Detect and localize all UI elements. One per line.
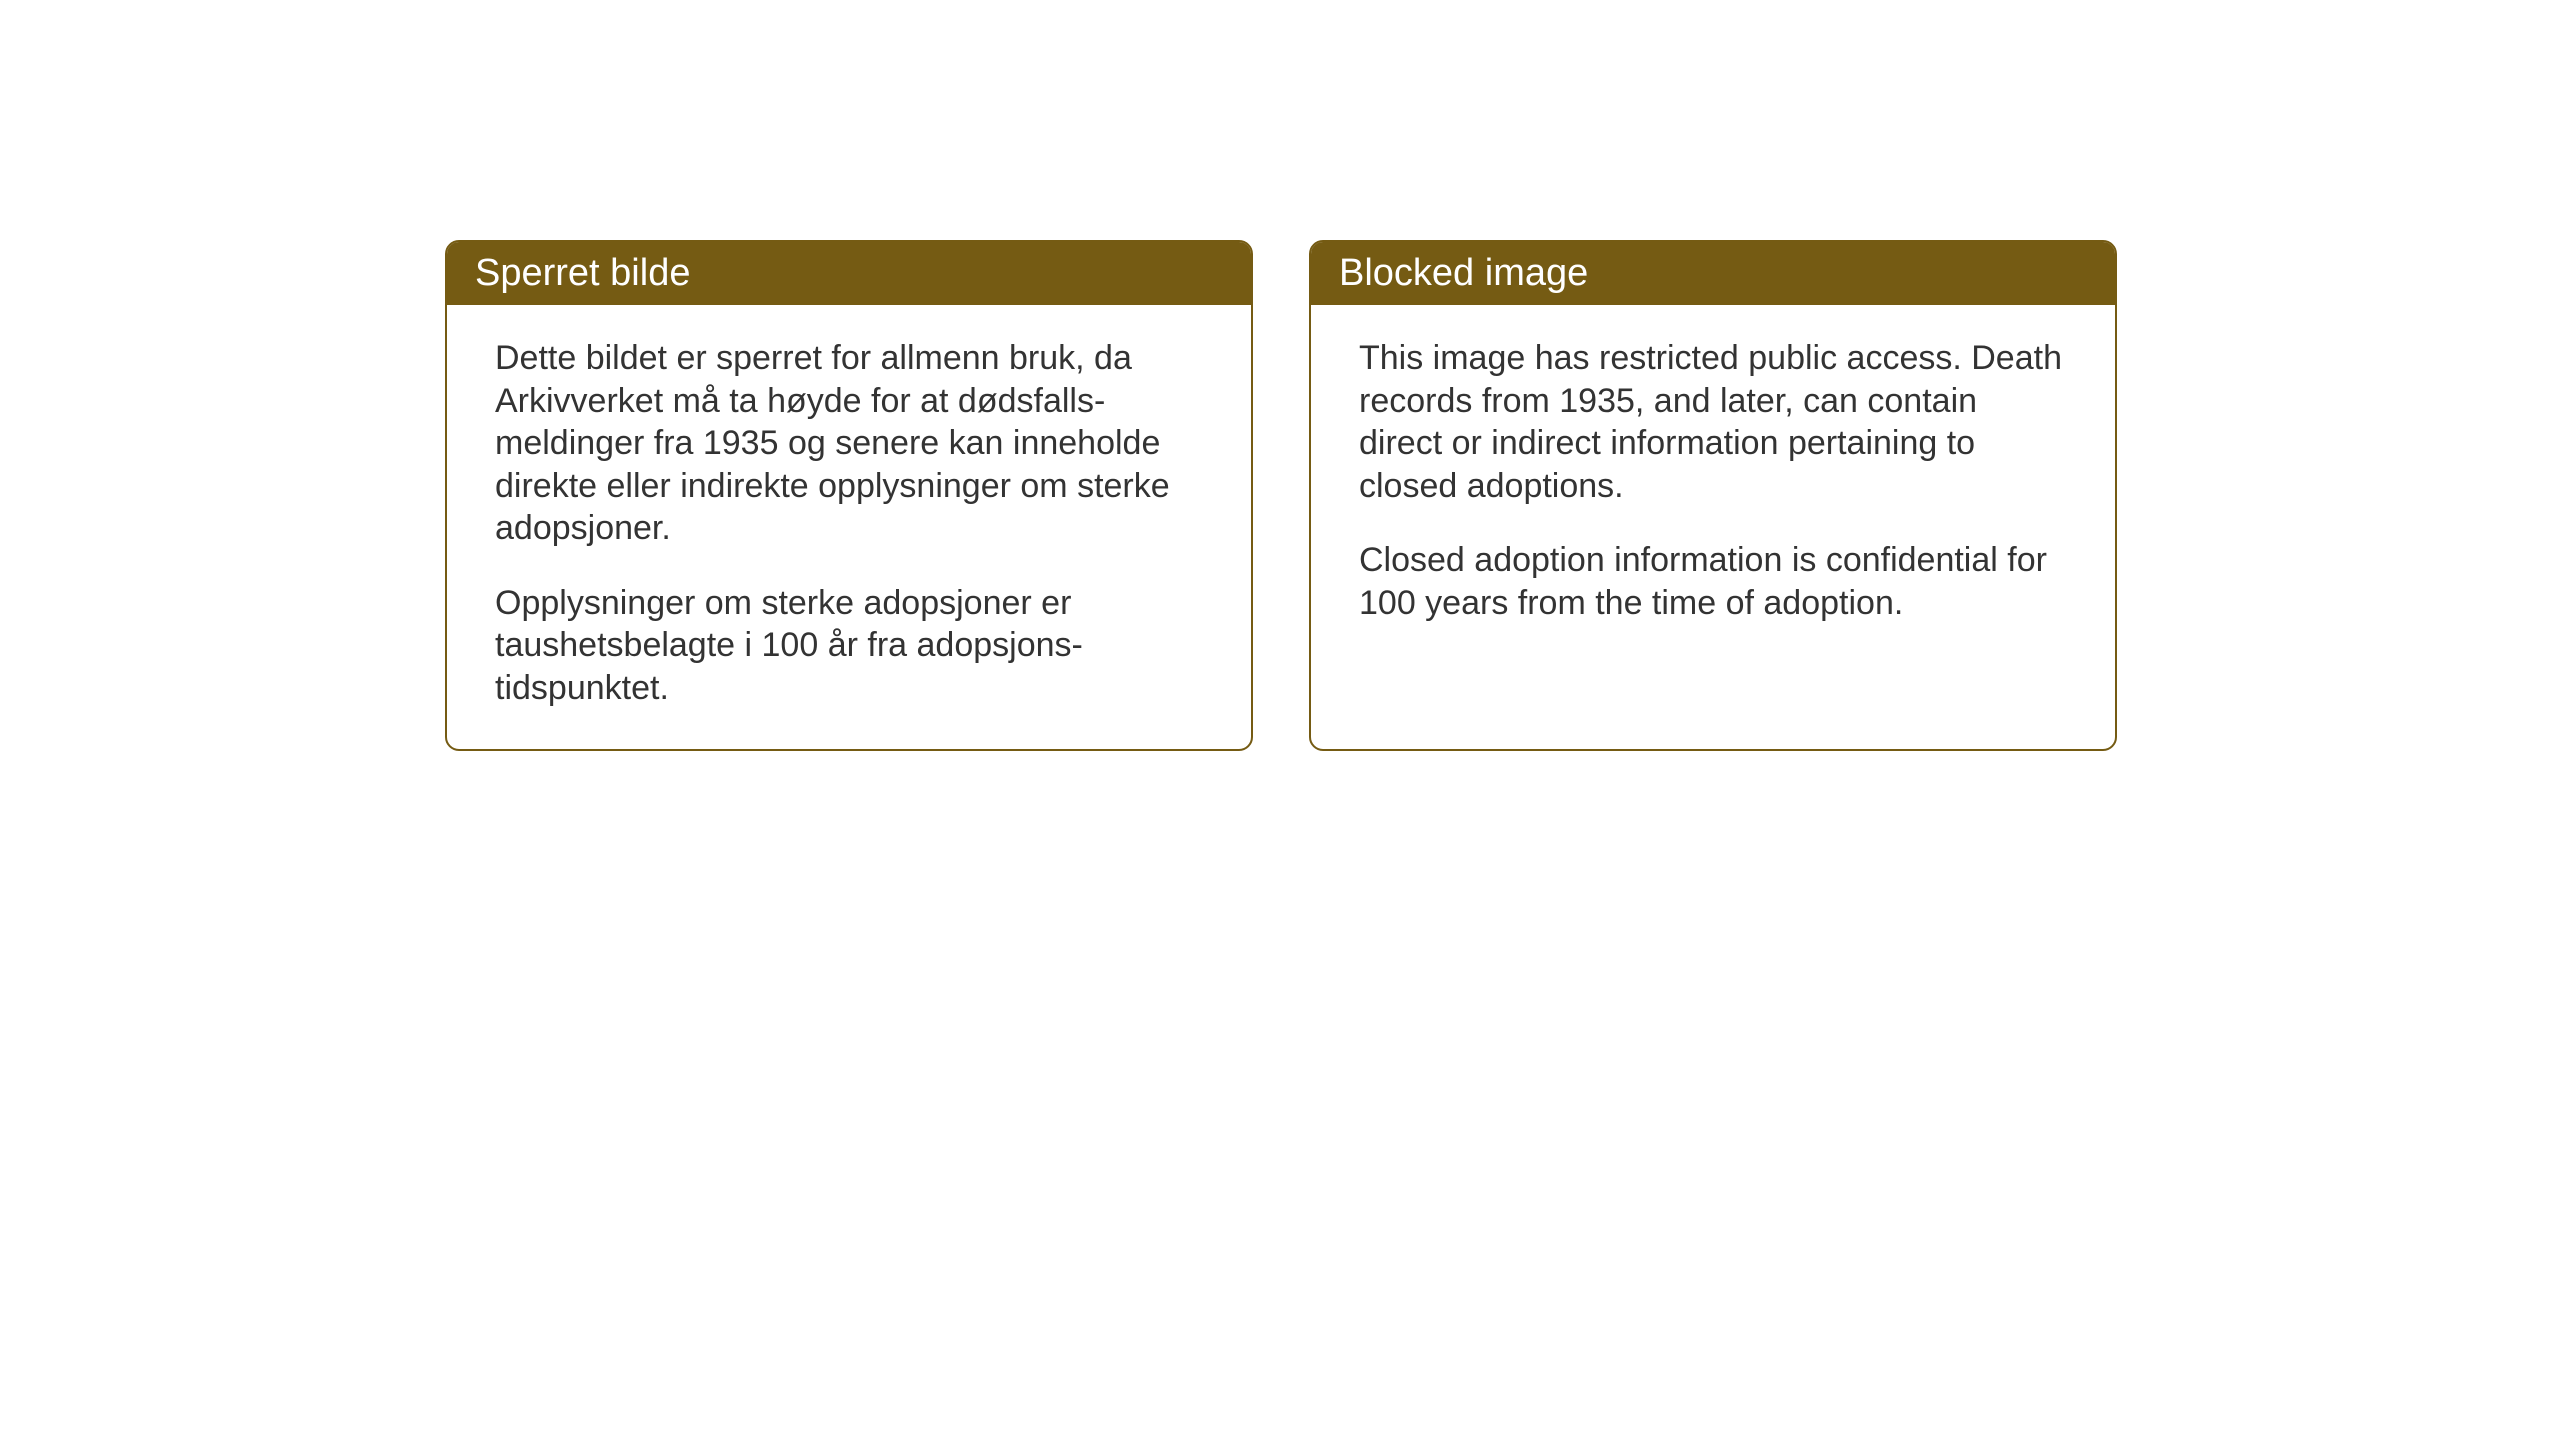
notice-text-english-p2: Closed adoption information is confident… bbox=[1359, 539, 2067, 624]
notice-header-english: Blocked image bbox=[1311, 242, 2115, 305]
notice-body-english: This image has restricted public access.… bbox=[1311, 305, 2115, 664]
notice-text-english-p1: This image has restricted public access.… bbox=[1359, 337, 2067, 507]
notice-box-norwegian: Sperret bilde Dette bildet er sperret fo… bbox=[445, 240, 1253, 751]
notice-body-norwegian: Dette bildet er sperret for allmenn bruk… bbox=[447, 305, 1251, 749]
notice-header-norwegian: Sperret bilde bbox=[447, 242, 1251, 305]
notice-text-norwegian-p2: Opplysninger om sterke adopsjoner er tau… bbox=[495, 582, 1203, 710]
notice-container: Sperret bilde Dette bildet er sperret fo… bbox=[445, 240, 2117, 751]
notice-box-english: Blocked image This image has restricted … bbox=[1309, 240, 2117, 751]
notice-text-norwegian-p1: Dette bildet er sperret for allmenn bruk… bbox=[495, 337, 1203, 550]
